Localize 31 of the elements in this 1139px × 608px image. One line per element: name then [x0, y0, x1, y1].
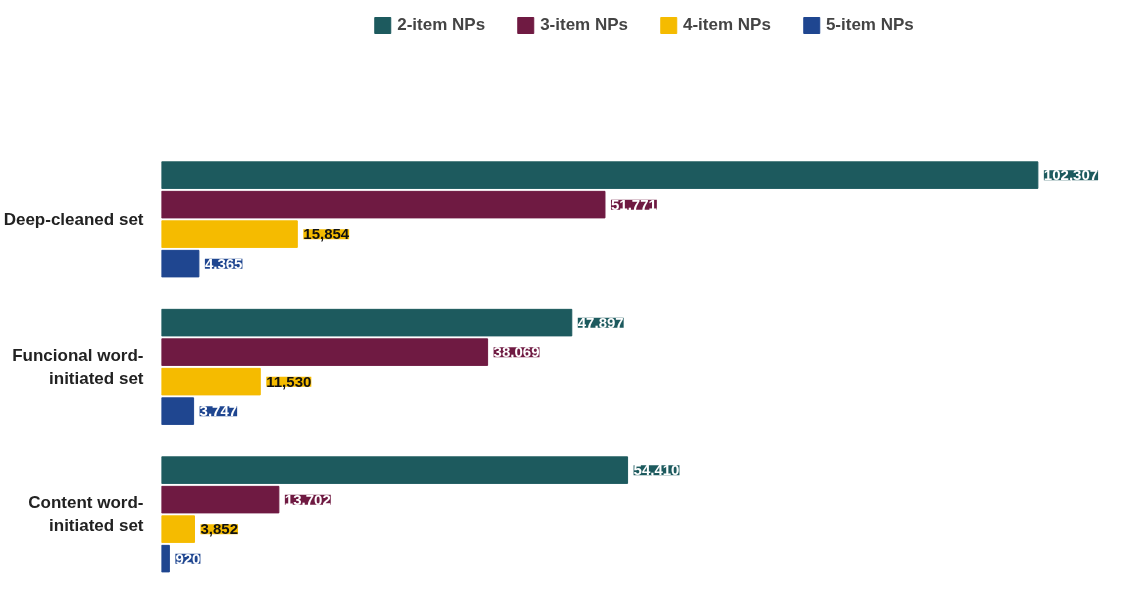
data-label: 51,771	[610, 195, 657, 213]
bar	[161, 161, 1039, 189]
y-tick-label: Content word- initiated set	[28, 493, 144, 536]
bar	[161, 485, 280, 514]
y-tick-label: Funcional word- initiated set	[12, 345, 144, 388]
legend-label: 3-item NPs	[540, 15, 628, 35]
bar	[161, 544, 170, 573]
data-label: 15,854	[303, 225, 350, 243]
y-tick-label: Deep-cleaned set	[3, 209, 144, 229]
data-label: 54,410	[633, 461, 680, 479]
bar	[161, 220, 298, 248]
data-label: 3,747	[199, 402, 238, 420]
data-label: 38,069	[493, 343, 540, 361]
bar	[161, 397, 195, 425]
data-label: 4,365	[204, 254, 243, 272]
data-label: 3,852	[200, 520, 239, 538]
data-label: 13,702	[284, 490, 331, 508]
bar	[161, 515, 195, 543]
data-label: 920	[175, 549, 201, 567]
bar	[161, 190, 606, 219]
bar	[161, 338, 489, 366]
legend-label: 5-item NPs	[825, 15, 914, 35]
legend-label: 4-item NPs	[683, 15, 771, 35]
bar	[161, 249, 200, 278]
data-label: 47,897	[577, 313, 624, 331]
bar	[161, 456, 629, 484]
data-label: 102,307	[1043, 166, 1099, 184]
data-label: 11,530	[266, 372, 312, 390]
legend-label: 2-item NPs	[397, 15, 486, 35]
bar	[161, 367, 261, 396]
bar	[161, 308, 573, 337]
